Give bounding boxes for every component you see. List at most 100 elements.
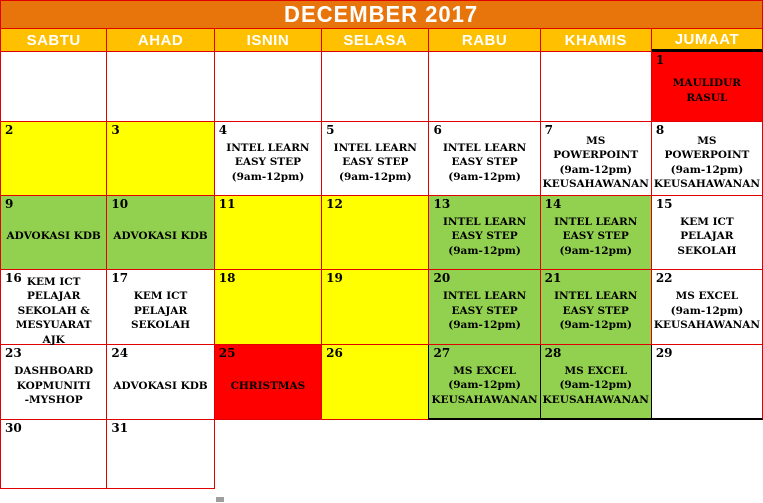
day-cell[interactable]: 16 KEM ICT PELAJAR SEKOLAH & MESYUARAT AJ… xyxy=(0,270,108,346)
day-cell[interactable]: 7 MS POWERPOINT (9am-12pm) KEUSAHAWANAN xyxy=(540,122,652,196)
event-label: DASHBOARD KOPMUNITI -MYSHOP xyxy=(14,365,94,407)
empty-area xyxy=(322,420,429,489)
day-cell[interactable]: 15 KEM ICT PELAJAR SEKOLAH xyxy=(651,196,763,270)
day-number: 4 xyxy=(218,123,228,137)
day-number: 11 xyxy=(218,197,236,211)
day-cell[interactable]: 21 INTEL LEARN EASY STEP (9am-12pm) xyxy=(540,270,652,345)
event-label: INTEL LEARN EASY STEP (9am-12pm) xyxy=(554,215,638,257)
day-number: 3 xyxy=(111,123,120,137)
day-cell[interactable]: 20 INTEL LEARN EASY STEP (9am-12pm) xyxy=(429,270,541,345)
day-cell[interactable]: 17 KEM ICT PELAJAR SEKOLAH xyxy=(107,270,215,345)
event-label: ADVOKASI KDB xyxy=(113,230,208,243)
day-cell[interactable]: 29 xyxy=(651,345,763,420)
day-cell[interactable]: 11 xyxy=(214,196,323,270)
day-number: 27 xyxy=(433,346,451,360)
event-label: KEM ICT PELAJAR SEKOLAH xyxy=(131,290,191,332)
empty-area xyxy=(541,420,652,489)
day-cell[interactable]: 6 INTEL LEARN EASY STEP (9am-12pm) xyxy=(429,122,541,196)
calendar-table: DECEMBER 2017 SABTU AHAD ISNIN SELASA RA… xyxy=(0,0,763,489)
event-label: INTEL LEARN EASY STEP (9am-12pm) xyxy=(442,290,527,332)
event-label: ADVOKASI KDB xyxy=(113,379,208,392)
day-cell[interactable] xyxy=(107,52,215,122)
empty-area xyxy=(429,420,540,489)
event-label: CHRISTMAS xyxy=(230,379,306,392)
day-cell[interactable] xyxy=(214,52,323,122)
day-number: 25 xyxy=(218,346,236,360)
empty-area xyxy=(215,420,322,489)
day-header-jumaat: JUMAAT xyxy=(651,29,763,52)
day-number: 28 xyxy=(544,346,562,360)
day-number: 9 xyxy=(5,197,14,211)
day-number: 8 xyxy=(655,123,665,137)
day-header-ahad: AHAD xyxy=(107,29,215,52)
day-header-selasa: SELASA xyxy=(322,29,430,52)
day-cell[interactable]: 24 ADVOKASI KDB xyxy=(107,345,215,420)
month-title: DECEMBER 2017 xyxy=(284,1,479,27)
day-number: 20 xyxy=(433,271,451,285)
day-cell[interactable]: 8 MS POWERPOINT (9am-12pm) KEUSAHAWANAN xyxy=(651,122,763,196)
event-label: KEM ICT PELAJAR SEKOLAH xyxy=(677,215,737,257)
day-cell[interactable]: 23 DASHBOARD KOPMUNITI -MYSHOP xyxy=(0,345,108,420)
day-number: 17 xyxy=(111,271,129,285)
day-number: 19 xyxy=(326,271,343,285)
event-label: MS EXCEL (9am-12pm) KEUSAHAWANAN xyxy=(431,364,538,406)
day-number: 26 xyxy=(326,346,343,360)
event-label: INTEL LEARN EASY STEP (9am-12pm) xyxy=(554,290,638,332)
day-number: 29 xyxy=(655,346,673,360)
day-cell[interactable]: 14 INTEL LEARN EASY STEP (9am-12pm) xyxy=(540,196,652,270)
event-label: MS POWERPOINT (9am-12pm) KEUSAHAWANAN xyxy=(653,134,760,190)
day-cell[interactable]: 19 xyxy=(322,270,430,345)
table-resize-handle[interactable] xyxy=(216,497,224,502)
day-cell[interactable] xyxy=(0,52,108,122)
day-cell[interactable] xyxy=(322,52,430,122)
day-cell[interactable]: 5 INTEL LEARN EASY STEP (9am-12pm) xyxy=(322,122,430,196)
day-cell[interactable]: 31 xyxy=(107,420,215,489)
day-cell[interactable]: 22 MS EXCEL (9am-12pm) KEUSAHAWANAN xyxy=(651,270,763,345)
event-label: MAULIDUR RASUL xyxy=(672,77,742,104)
day-number: 10 xyxy=(111,197,129,211)
day-number: 31 xyxy=(111,421,129,435)
day-cell[interactable]: 28 MS EXCEL (9am-12pm) KEUSAHAWANAN xyxy=(540,345,652,420)
day-number: 21 xyxy=(544,271,562,285)
day-header-sabtu: SABTU xyxy=(0,29,108,52)
event-label: INTEL LEARN EASY STEP (9am-12pm) xyxy=(226,141,310,183)
day-header-khamis: KHAMIS xyxy=(540,29,652,52)
event-label: INTEL LEARN EASY STEP (9am-12pm) xyxy=(442,215,527,257)
day-cell[interactable] xyxy=(429,52,541,122)
day-cell-christmas[interactable]: 25 CHRISTMAS xyxy=(214,345,323,420)
day-number: 5 xyxy=(326,123,335,137)
day-cell[interactable]: 13 INTEL LEARN EASY STEP (9am-12pm) xyxy=(429,196,541,270)
day-number: 1 xyxy=(655,53,665,67)
day-number: 6 xyxy=(433,123,442,137)
day-number: 18 xyxy=(218,271,236,285)
empty-area xyxy=(652,420,763,489)
day-number: 22 xyxy=(655,271,673,285)
day-cell[interactable]: 3 xyxy=(107,122,215,196)
day-number: 2 xyxy=(5,123,14,137)
day-cell[interactable] xyxy=(540,52,652,122)
day-cell[interactable]: 12 xyxy=(322,196,430,270)
day-cell[interactable]: 26 xyxy=(322,345,430,420)
day-header-rabu: RABU xyxy=(429,29,541,52)
day-cell[interactable]: 30 xyxy=(0,420,108,489)
day-cell[interactable]: 18 xyxy=(214,270,323,345)
day-number: 15 xyxy=(655,197,673,211)
event-label: ADVOKASI KDB xyxy=(6,230,101,243)
day-number: 7 xyxy=(544,123,554,137)
day-cell[interactable]: 10 ADVOKASI KDB xyxy=(107,196,215,270)
event-label: MS EXCEL (9am-12pm) KEUSAHAWANAN xyxy=(653,290,760,332)
day-cell[interactable]: 27 MS EXCEL (9am-12pm) KEUSAHAWANAN xyxy=(429,345,541,420)
day-number: 12 xyxy=(326,197,343,211)
day-cell-maulidur-rasul[interactable]: 1 MAULIDUR RASUL xyxy=(651,52,763,122)
calendar-title-bar: DECEMBER 2017 xyxy=(0,0,763,29)
day-number: 16 xyxy=(5,271,22,285)
day-number: 24 xyxy=(111,346,129,360)
day-cell[interactable]: 2 xyxy=(0,122,108,196)
day-number: 23 xyxy=(5,346,22,360)
day-cell[interactable]: 4 INTEL LEARN EASY STEP (9am-12pm) xyxy=(214,122,323,196)
day-cell[interactable]: 9 ADVOKASI KDB xyxy=(0,196,108,270)
event-label: MS EXCEL (9am-12pm) KEUSAHAWANAN xyxy=(542,364,649,406)
day-number: 14 xyxy=(544,197,562,211)
event-label: MS POWERPOINT (9am-12pm) KEUSAHAWANAN xyxy=(542,134,649,190)
event-label: INTEL LEARN EASY STEP (9am-12pm) xyxy=(442,141,527,183)
